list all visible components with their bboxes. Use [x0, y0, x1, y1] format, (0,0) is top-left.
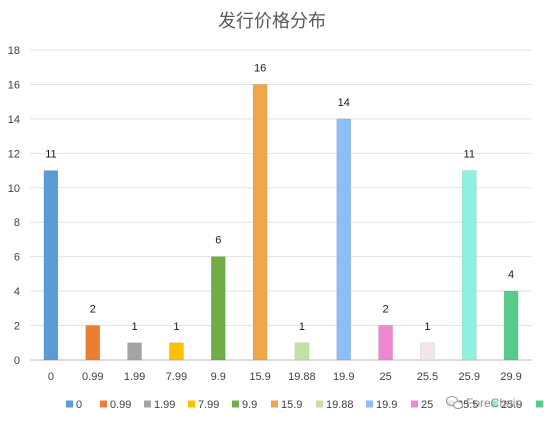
y-tick-label: 10	[8, 183, 20, 195]
data-label: 14	[338, 97, 350, 109]
legend: 00.991.997.999.915.919.8819.92525.525.92…	[66, 399, 543, 411]
y-tick-label: 14	[8, 114, 20, 126]
legend-swatch	[366, 400, 373, 408]
y-tick-label: 4	[14, 286, 20, 298]
bars	[43, 84, 519, 361]
data-label: 4	[508, 269, 514, 281]
grid-lines	[30, 49, 532, 361]
watermark: ForeChain	[445, 395, 522, 410]
x-tick-label: 19.88	[288, 371, 316, 383]
legend-swatch	[66, 400, 73, 408]
legend-swatch	[144, 400, 151, 408]
bar	[210, 256, 226, 361]
chart-title: 发行价格分布	[218, 11, 326, 32]
legend-item: 19.9	[376, 399, 397, 411]
bar	[85, 325, 101, 361]
y-tick-label: 0	[14, 355, 20, 367]
bar	[43, 170, 59, 361]
y-tick-label: 2	[14, 321, 20, 333]
bar	[169, 342, 184, 361]
legend-swatch	[447, 400, 454, 408]
data-label: 1	[424, 321, 430, 333]
x-axis-ticks: 0 0.99 1.99 7.99 9.9 15.9 19.88 19.9 25 25.5 25.9 2…	[48, 371, 522, 383]
x-tick-label: 15.9	[249, 371, 270, 383]
y-axis-ticks: 0 2 4 6 8 10 12 14 16 18	[8, 45, 20, 367]
x-tick-label: 9.9	[211, 371, 226, 383]
bar	[378, 325, 393, 361]
x-tick-label: 7.99	[166, 371, 187, 383]
legend-item: 15.9	[281, 399, 302, 411]
data-label: 1	[173, 321, 179, 333]
legend-swatch	[411, 400, 418, 408]
y-tick-label: 16	[8, 79, 20, 91]
bar	[252, 84, 268, 361]
legend-item: 25	[421, 399, 433, 411]
legend-swatch	[536, 400, 543, 408]
legend-item: 19.88	[326, 399, 354, 411]
legend-swatch	[188, 400, 195, 408]
y-tick-label: 18	[8, 45, 20, 57]
bar	[294, 342, 310, 361]
wechat-icon	[445, 395, 464, 410]
legend-swatch	[316, 400, 323, 408]
data-label: 2	[90, 304, 96, 316]
y-tick-label: 6	[14, 252, 20, 264]
legend-swatch	[232, 400, 239, 408]
bar	[503, 290, 519, 361]
bar	[461, 170, 477, 361]
data-label: 16	[254, 62, 266, 74]
x-tick-label: 0	[48, 371, 54, 383]
legend-item: 1.99	[154, 399, 175, 411]
legend-swatch	[491, 400, 498, 408]
x-tick-label: 19.9	[333, 371, 354, 383]
data-label: 11	[45, 149, 56, 161]
legend-item: 7.99	[198, 399, 219, 411]
y-tick-label: 8	[14, 217, 20, 229]
bar	[420, 342, 435, 361]
x-tick-label: 25.9	[459, 371, 480, 383]
x-tick-label: 29.9	[500, 371, 521, 383]
legend-swatch	[271, 400, 278, 408]
data-label: 2	[383, 304, 389, 316]
legend-item: 25.5	[457, 399, 478, 411]
x-tick-label: 25	[379, 371, 391, 383]
data-label: 11	[464, 149, 475, 161]
data-label: 1	[132, 321, 138, 333]
legend-item: 9.9	[242, 399, 257, 411]
x-tick-label: 1.99	[124, 371, 145, 383]
y-tick-label: 12	[8, 148, 20, 160]
bar	[336, 118, 352, 361]
legend-item: 0.99	[110, 399, 131, 411]
legend-swatch	[100, 400, 107, 408]
bar	[127, 342, 142, 361]
data-label: 6	[215, 235, 221, 247]
x-tick-label: 25.5	[417, 371, 438, 383]
watermark-text: ForeChain	[466, 396, 522, 410]
legend-item: 25.9	[501, 399, 522, 411]
x-tick-label: 0.99	[82, 371, 103, 383]
data-label: 1	[299, 321, 305, 333]
legend-item: 0	[76, 399, 82, 411]
